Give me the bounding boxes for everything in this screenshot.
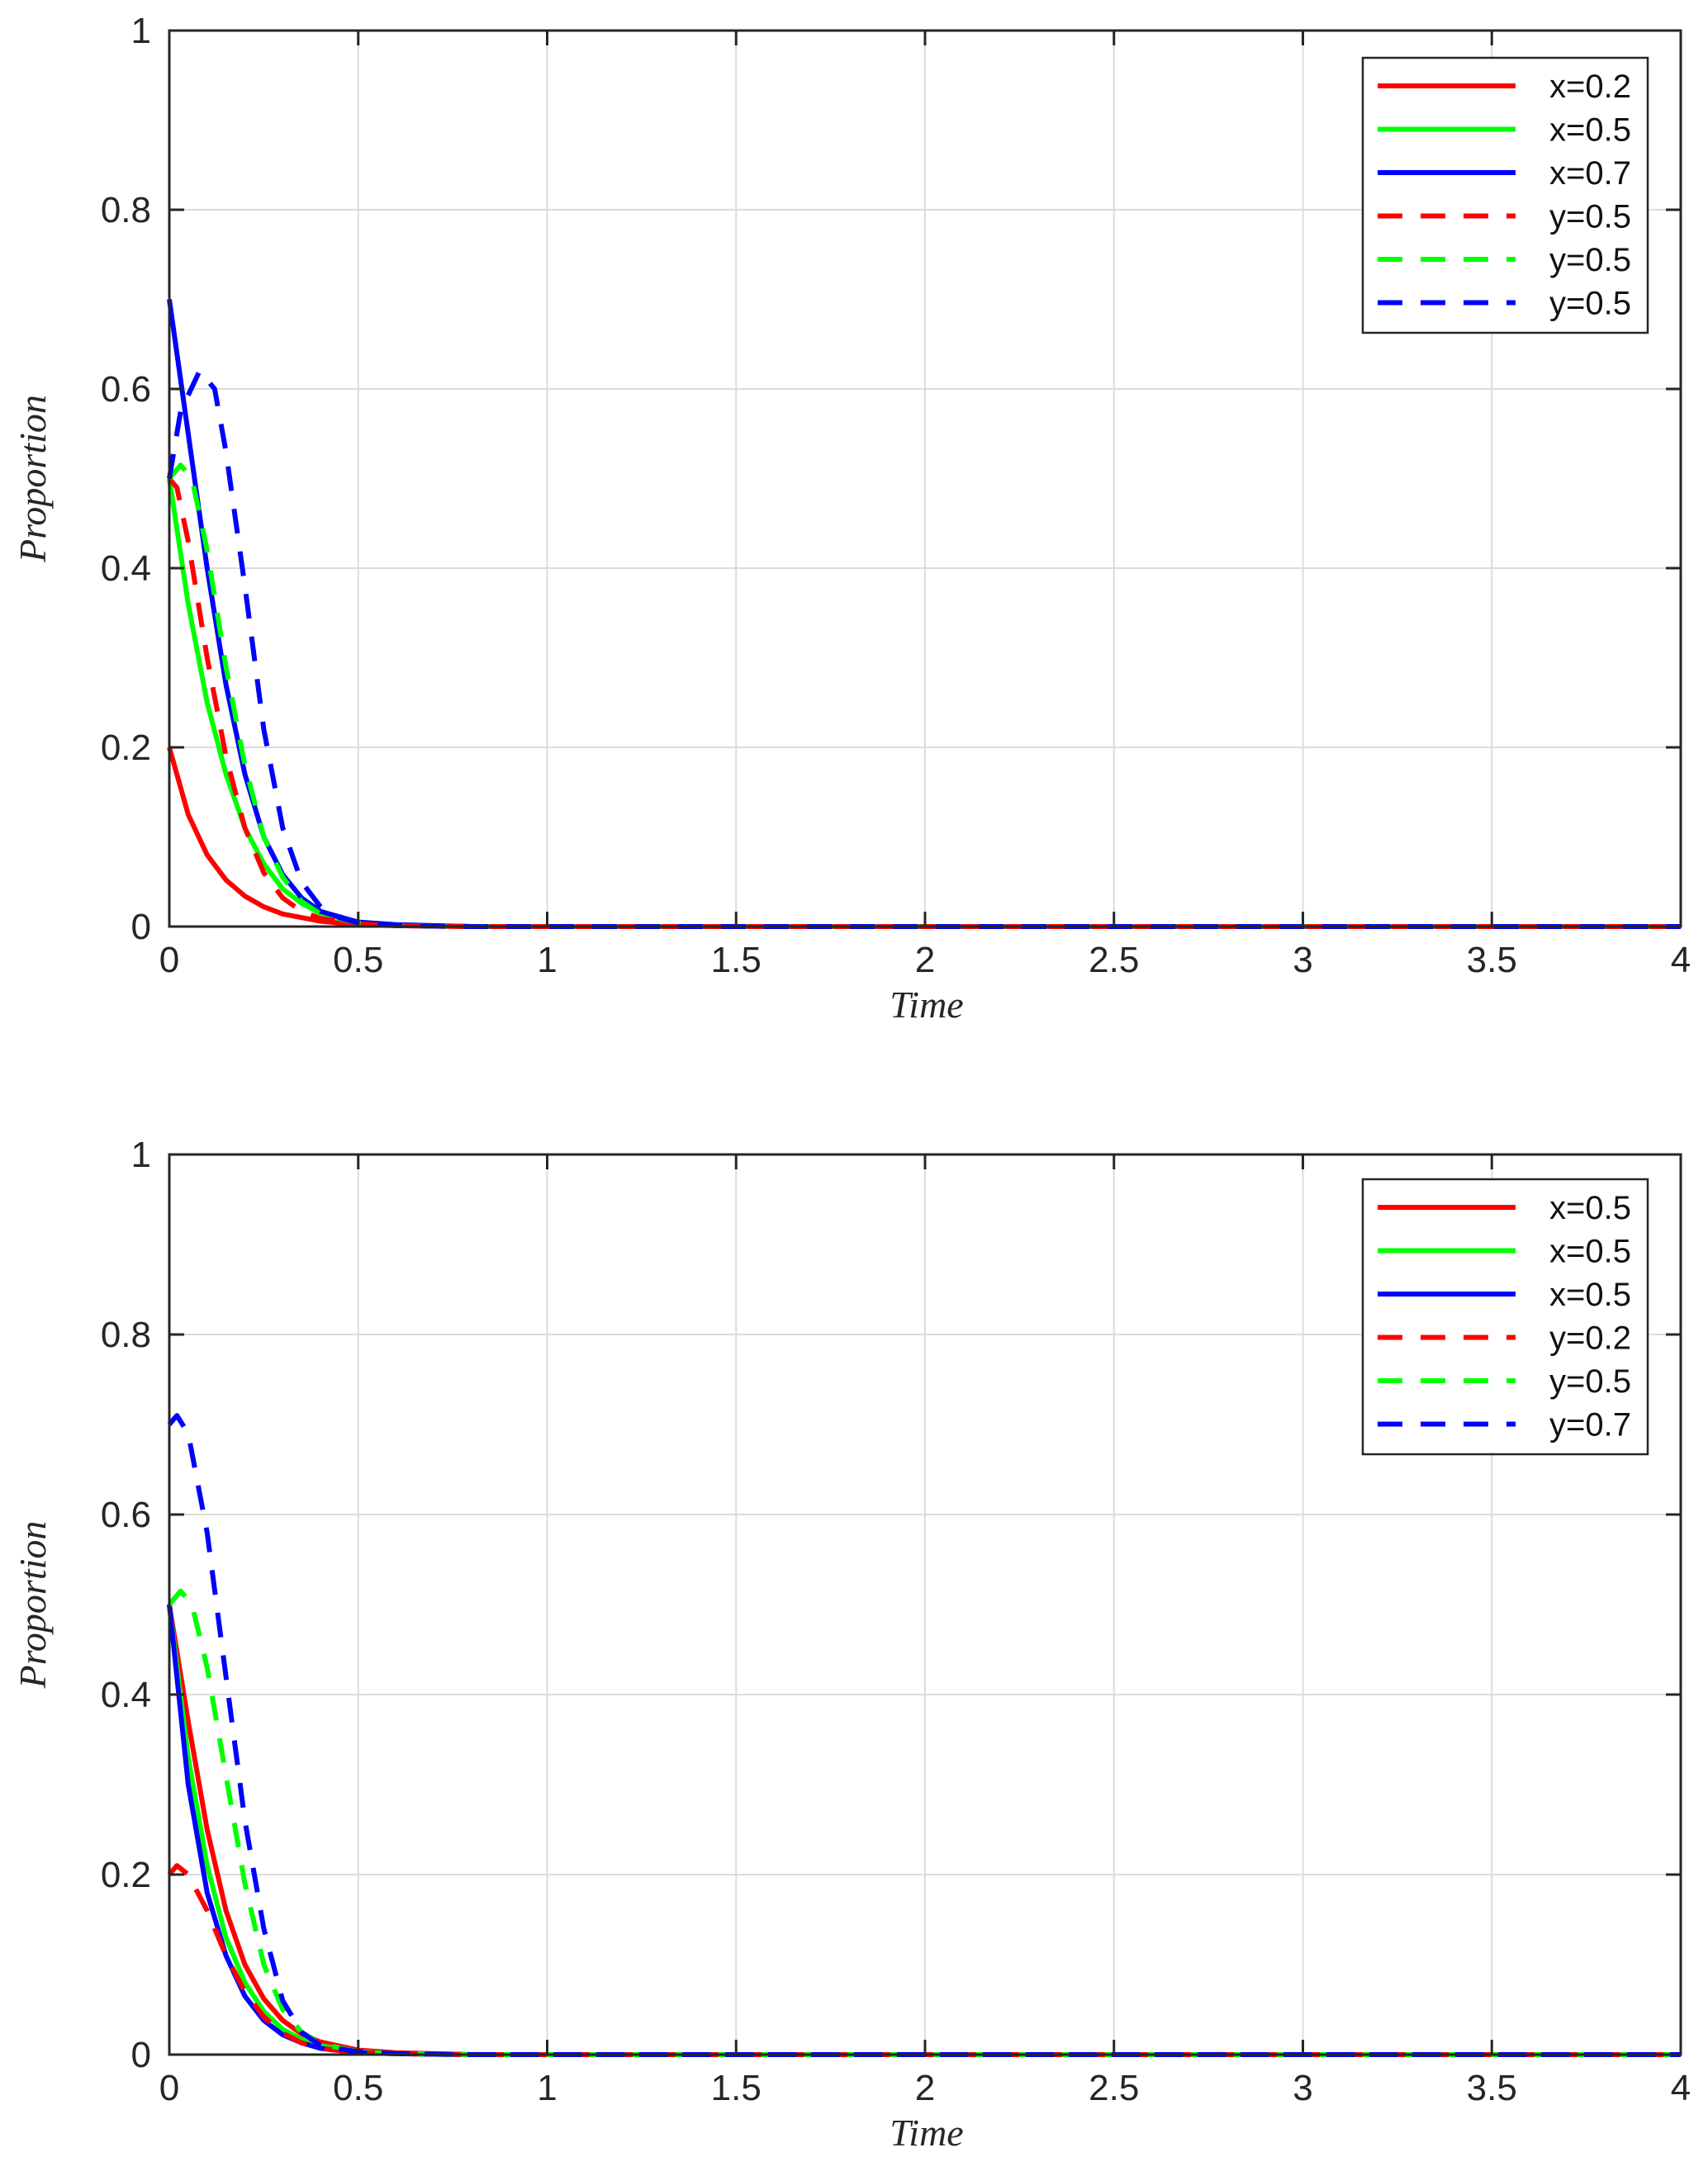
y-tick-label: 0.8 (101, 1315, 151, 1355)
y-tick-label: 0.4 (101, 1675, 151, 1715)
x-tick-label: 2.5 (1089, 940, 1139, 980)
x-tick-label: 3.5 (1467, 2068, 1517, 2108)
y-tick-label: 0.2 (101, 1855, 151, 1895)
legend-label: y=0.5 (1549, 199, 1631, 235)
legend-label: x=0.5 (1549, 1190, 1631, 1226)
x-axis-label: Time (890, 2112, 963, 2154)
legend-label: y=0.2 (1549, 1320, 1631, 1357)
x-tick-label: 1.5 (711, 2068, 761, 2108)
x-tick-label: 0 (159, 2068, 179, 2108)
series-line-y=0.7 (167, 1413, 1681, 2057)
legend-label: x=0.5 (1549, 112, 1631, 149)
y-tick-label: 0.6 (101, 1495, 151, 1535)
y-tick-label: 0.2 (101, 728, 151, 768)
x-tick-label: 4 (1671, 2068, 1691, 2108)
ticks: 0 0.5 1 1.5 2 2.5 3 3.5 4 0 0.2 0.4 0.6 0.8 1 (101, 1135, 1691, 2108)
y-axis-label: Proportion (12, 395, 54, 563)
legend-label: y=0.5 (1549, 286, 1631, 322)
x-tick-label: 4 (1671, 940, 1691, 980)
y-tick-label: 0.6 (101, 369, 151, 410)
y-axis-label: Proportion (12, 1521, 54, 1690)
chart-top: 0 0.5 1 1.5 2 2.5 3 3.5 4 0 0.2 0.4 0.6 0.8 1 Time Propo… (12, 11, 1691, 1026)
y-tick-label: 0 (131, 907, 151, 947)
y-tick-label: 0.4 (101, 548, 151, 589)
legend-label: y=0.5 (1549, 242, 1631, 278)
x-tick-label: 2 (915, 2068, 935, 2108)
x-tick-label: 1.5 (711, 940, 761, 980)
y-tick-label: 0 (131, 2035, 151, 2075)
legend-box (1361, 1178, 1649, 1456)
x-tick-label: 0.5 (333, 2068, 383, 2108)
chart-bottom: 0 0.5 1 1.5 2 2.5 3 3.5 4 0 0.2 0.4 0.6 0.8 1 Time Propo… (12, 1135, 1691, 2154)
x-tick-label: 3 (1293, 940, 1312, 980)
x-tick-label: 3 (1293, 2068, 1312, 2108)
legend-label: x=0.2 (1549, 69, 1631, 105)
y-tick-label: 1 (131, 11, 151, 51)
x-axis-label: Time (890, 984, 963, 1026)
legend: x=0.2 x=0.5 x=0.7 y=0.5 y=0.5 y=0.5 (1361, 56, 1649, 334)
legend: x=0.5 x=0.5 x=0.5 y=0.2 y=0.5 y=0.7 (1361, 1178, 1649, 1456)
legend-label: x=0.5 (1549, 1277, 1631, 1313)
x-tick-label: 2 (915, 940, 935, 980)
x-tick-label: 0.5 (333, 940, 383, 980)
legend-label: x=0.7 (1549, 155, 1631, 192)
ticks: 0 0.5 1 1.5 2 2.5 3 3.5 4 0 0.2 0.4 0.6 0.8 1 (101, 11, 1691, 980)
x-tick-label: 1 (537, 2068, 557, 2108)
y-tick-label: 1 (131, 1135, 151, 1175)
legend-box (1361, 56, 1649, 334)
series-line-y=0.5 (167, 462, 1681, 929)
legend-label: y=0.7 (1549, 1407, 1631, 1444)
y-tick-label: 0.8 (101, 190, 151, 230)
legend-label: x=0.5 (1549, 1234, 1631, 1270)
x-tick-label: 3.5 (1467, 940, 1517, 980)
legend-label: y=0.5 (1549, 1363, 1631, 1400)
x-tick-label: 0 (159, 940, 179, 980)
x-tick-label: 1 (537, 940, 557, 980)
x-tick-label: 2.5 (1089, 2068, 1139, 2108)
